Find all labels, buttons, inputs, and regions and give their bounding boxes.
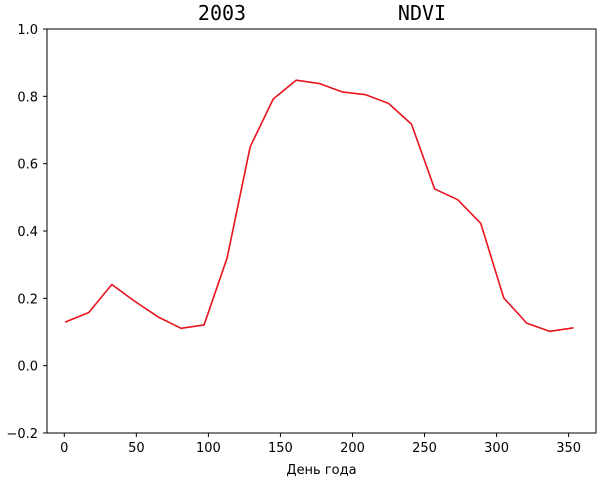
y-tick-label: 1.0 [17, 23, 38, 38]
series-line-0 [64, 79, 574, 333]
x-tick-label: 250 [412, 441, 437, 456]
x-tick-label: 100 [196, 441, 221, 456]
y-tick-label: 0.8 [17, 90, 38, 105]
x-tick-label: 200 [340, 441, 365, 456]
plot-area [64, 79, 574, 333]
chart-title-index: NDVI [398, 1, 446, 25]
plot-frame [46, 28, 597, 434]
chart-title: 2003 NDVI [198, 1, 446, 25]
y-tick-label: 0.6 [17, 158, 38, 173]
x-tick-label: 300 [484, 441, 509, 456]
chart-title-year: 2003 [198, 1, 246, 25]
y-tick-label: 0.0 [17, 360, 38, 375]
x-axis-label: День года [286, 463, 356, 478]
y-tick-label: 0.4 [17, 225, 38, 240]
y-axis: −0.2 0.0 0.2 0.4 0.6 0.8 1.0 [6, 23, 47, 442]
x-tick-label: 50 [128, 441, 145, 456]
x-tick-label: 150 [268, 441, 293, 456]
y-tick-label: −0.2 [6, 427, 38, 442]
x-tick-label: 0 [60, 441, 68, 456]
x-axis: 0 50 100 150 200 250 300 350 [60, 433, 581, 456]
x-tick-label: 350 [556, 441, 581, 456]
y-tick-label: 0.2 [17, 292, 38, 307]
